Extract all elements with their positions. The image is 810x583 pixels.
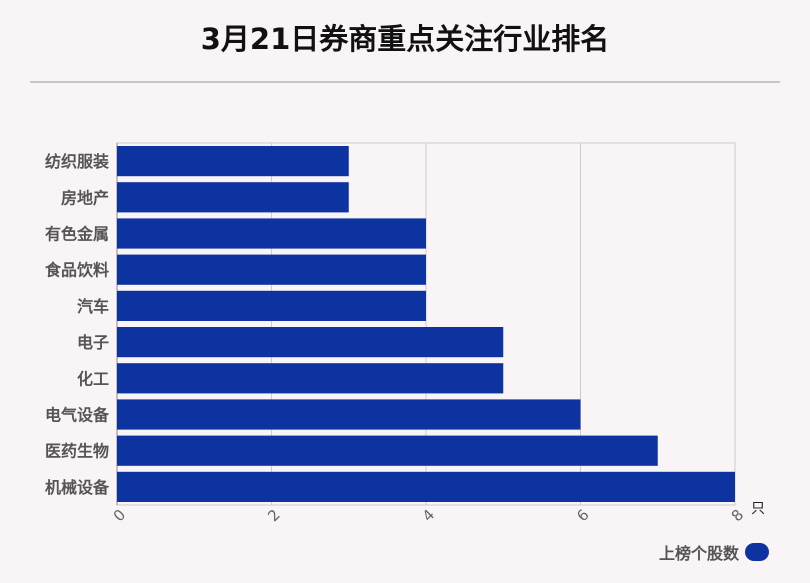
category-label: 纺织服装 (45, 152, 109, 171)
bar (117, 182, 349, 213)
bar (117, 435, 658, 466)
x-tick-label: 0 (110, 506, 129, 525)
x-tick-label: 4 (419, 506, 438, 525)
bar (117, 471, 735, 502)
category-label: 医药生物 (45, 442, 109, 461)
category-label: 电气设备 (45, 406, 110, 425)
bar (117, 146, 349, 177)
bar (117, 399, 581, 430)
category-label: 化工 (77, 369, 109, 388)
title-divider (30, 81, 780, 83)
bar (117, 290, 426, 321)
bar (117, 363, 504, 394)
bar (117, 327, 504, 358)
x-tick-label: 6 (573, 506, 592, 525)
category-label: 房地产 (61, 188, 109, 207)
bar (117, 218, 426, 249)
category-label: 有色金属 (45, 225, 109, 244)
category-label: 汽车 (77, 297, 109, 316)
x-unit-label: 只 (751, 501, 765, 517)
x-tick-label: 2 (264, 506, 283, 525)
category-label: 食品饮料 (44, 261, 109, 280)
chart-title: 3月21日券商重点关注行业排名 (200, 22, 610, 56)
x-tick-label: 8 (728, 506, 747, 525)
category-label: 机械设备 (45, 478, 110, 497)
legend-label: 上榜个股数 (658, 544, 739, 563)
bar (117, 254, 426, 285)
category-label: 电子 (77, 333, 109, 352)
legend[interactable]: 上榜个股数 (659, 540, 769, 564)
legend-swatch[interactable] (745, 543, 769, 561)
